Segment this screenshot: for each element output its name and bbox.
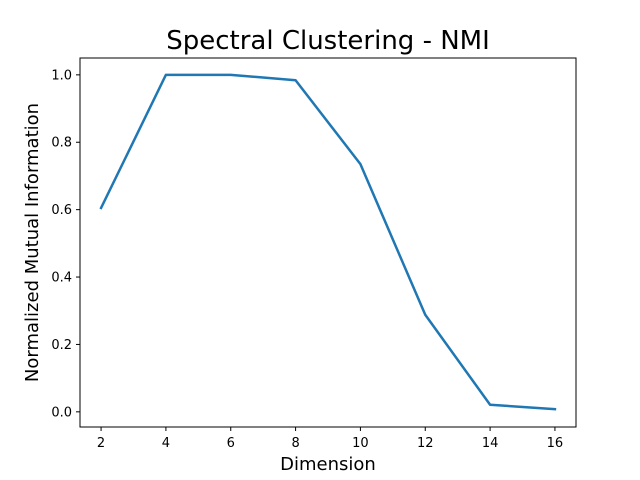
x-tick-label: 8 <box>291 436 299 451</box>
x-tick-label: 12 <box>417 436 434 451</box>
x-tick-label: 2 <box>97 436 105 451</box>
axes-frame <box>79 57 577 428</box>
y-tick-label: 0.6 <box>51 203 72 218</box>
x-tick-label: 4 <box>162 436 170 451</box>
chart-title: Spectral Clustering - NMI <box>166 26 490 56</box>
x-tick-label: 16 <box>547 436 564 451</box>
y-tick-label: 0.8 <box>51 136 72 151</box>
x-axis-label: Dimension <box>280 454 376 475</box>
y-tick-label: 0.0 <box>51 405 72 420</box>
x-axis-ticks: 2 4 6 8 10 12 14 16 <box>97 427 563 451</box>
x-tick-label: 14 <box>482 436 499 451</box>
y-axis-ticks: 0.0 0.2 0.4 0.6 0.8 1.0 <box>51 68 80 420</box>
series-line <box>99 73 557 411</box>
y-tick-label: 0.4 <box>51 271 72 286</box>
y-tick-label: 1.0 <box>51 68 72 83</box>
x-tick-label: 10 <box>352 436 369 451</box>
series-layer <box>99 73 557 411</box>
y-axis-label: Normalized Mutual Information <box>22 103 43 382</box>
y-tick-label: 0.2 <box>51 338 72 353</box>
x-tick-label: 6 <box>227 436 235 451</box>
